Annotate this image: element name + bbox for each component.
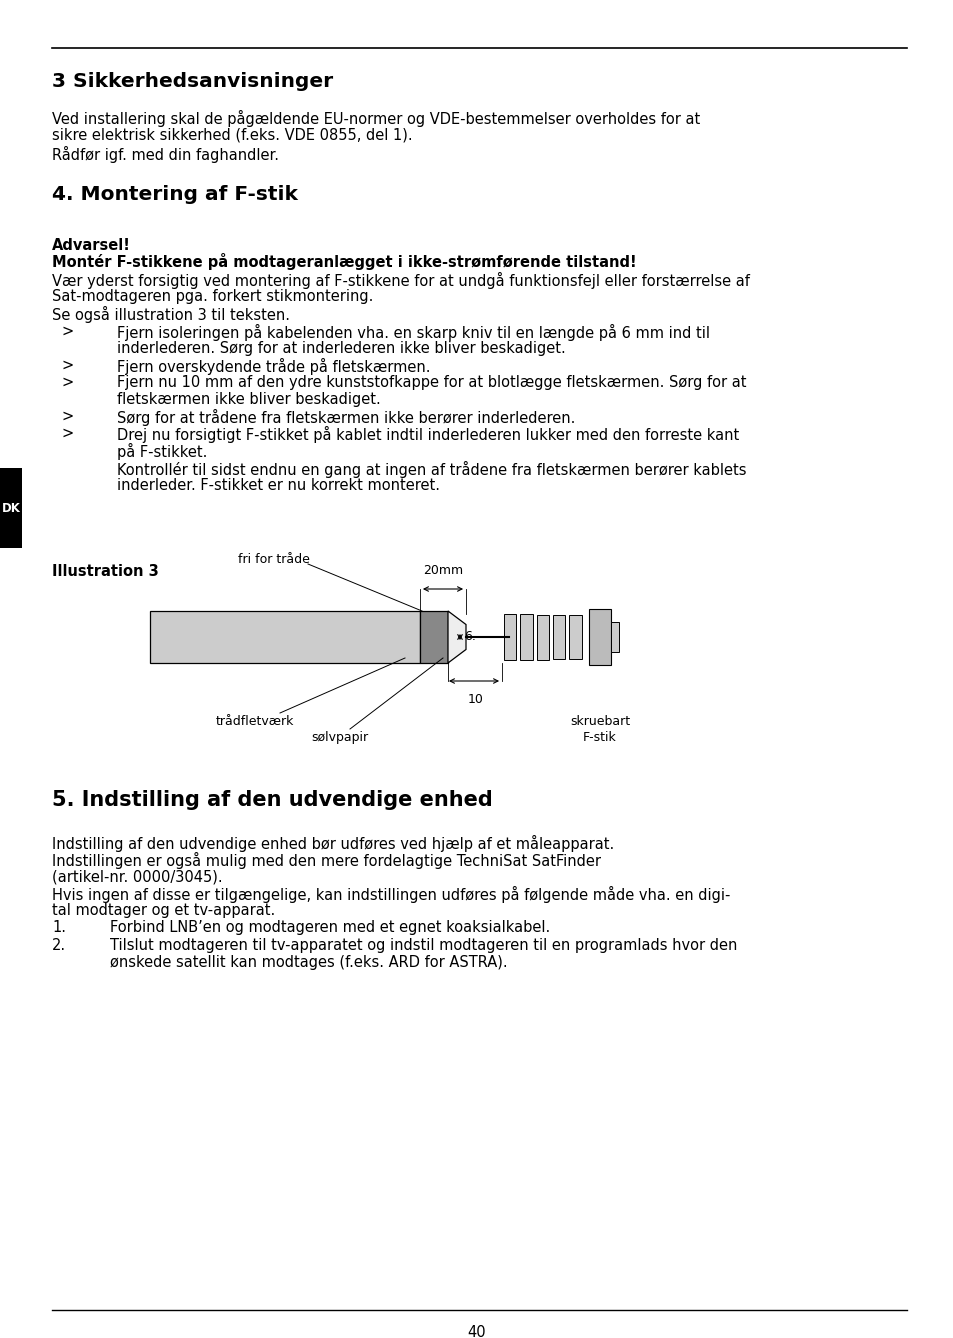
Text: på F-stikket.: på F-stikket. (117, 443, 207, 460)
Text: 2.: 2. (52, 938, 66, 953)
Text: 5. Indstilling af den udvendige enhed: 5. Indstilling af den udvendige enhed (52, 789, 493, 809)
Bar (519, 614, 532, 660)
Text: Advarsel!: Advarsel! (52, 238, 131, 253)
Text: 3 Sikkerhedsanvisninger: 3 Sikkerhedsanvisninger (52, 72, 333, 91)
Text: Fjern isoleringen på kabelenden vha. en skarp kniv til en længde på 6 mm ind til: Fjern isoleringen på kabelenden vha. en … (117, 324, 709, 341)
Text: inderleder. F-stikket er nu korrekt monteret.: inderleder. F-stikket er nu korrekt mont… (117, 478, 439, 492)
Text: Hvis ingen af disse er tilgængelige, kan indstillingen udføres på følgende måde : Hvis ingen af disse er tilgængelige, kan… (52, 886, 730, 903)
Text: Sørg for at trådene fra fletskærmen ikke berører inderlederen.: Sørg for at trådene fra fletskærmen ikke… (117, 409, 575, 425)
Bar (503, 614, 516, 660)
Text: 1.: 1. (52, 921, 66, 935)
Text: Kontrollér til sidst endnu en gang at ingen af trådene fra fletskærmen berører k: Kontrollér til sidst endnu en gang at in… (117, 462, 745, 478)
Bar (537, 614, 548, 660)
Text: >: > (62, 425, 74, 442)
Bar (419, 611, 448, 664)
Text: fri for tråde: fri for tråde (238, 553, 310, 566)
Text: 10: 10 (468, 693, 483, 706)
Text: 40: 40 (467, 1325, 486, 1338)
Text: Fjern nu 10 mm af den ydre kunststofkappe for at blotlægge fletskærmen. Sørg for: Fjern nu 10 mm af den ydre kunststofkapp… (117, 375, 745, 389)
Polygon shape (448, 611, 465, 664)
Text: inderlederen. Sørg for at inderlederen ikke bliver beskadiget.: inderlederen. Sørg for at inderlederen i… (117, 341, 565, 356)
Text: >: > (62, 359, 74, 373)
Text: tal modtager og et tv-apparat.: tal modtager og et tv-apparat. (52, 903, 275, 918)
Text: DK: DK (2, 502, 20, 515)
Text: Fjern overskydende tråde på fletskærmen.: Fjern overskydende tråde på fletskærmen. (117, 359, 430, 375)
Text: sikre elektrisk sikkerhed (f.eks. VDE 0855, del 1).: sikre elektrisk sikkerhed (f.eks. VDE 08… (52, 128, 413, 143)
Text: 20mm: 20mm (422, 565, 462, 577)
Bar (569, 615, 581, 660)
Text: Indstillingen er også mulig med den mere fordelagtige TechniSat SatFinder: Indstillingen er også mulig med den mere… (52, 852, 600, 868)
Text: Drej nu forsigtigt F-stikket på kablet indtil inderlederen lukker med den forres: Drej nu forsigtigt F-stikket på kablet i… (117, 425, 739, 443)
Text: sølvpapir: sølvpapir (311, 731, 368, 744)
Text: Montér F-stikkene på modtageranlægget i ikke-strømførende tilstand!: Montér F-stikkene på modtageranlægget i … (52, 253, 636, 270)
Text: Vær yderst forsigtig ved montering af F-stikkene for at undgå funktionsfejl elle: Vær yderst forsigtig ved montering af F-… (52, 272, 749, 289)
Text: ønskede satellit kan modtages (f.eks. ARD for ASTRA).: ønskede satellit kan modtages (f.eks. AR… (110, 955, 507, 970)
Bar (0, 468, 22, 549)
Bar (588, 609, 611, 665)
Text: Indstilling af den udvendige enhed bør udføres ved hjælp af et måleapparat.: Indstilling af den udvendige enhed bør u… (52, 835, 614, 852)
Text: >: > (62, 324, 74, 339)
Text: Forbind LNB’en og modtageren med et egnet koaksialkabel.: Forbind LNB’en og modtageren med et egne… (110, 921, 550, 935)
Text: >: > (62, 409, 74, 424)
Text: (artikel-nr. 0000/3045).: (artikel-nr. 0000/3045). (52, 868, 222, 884)
Text: Se også illustration 3 til teksten.: Se også illustration 3 til teksten. (52, 306, 290, 322)
Text: 6.: 6. (463, 630, 476, 644)
Text: Illustration 3: Illustration 3 (52, 565, 158, 579)
Text: >: > (62, 375, 74, 389)
Text: Sat-modtageren pga. forkert stikmontering.: Sat-modtageren pga. forkert stikmonterin… (52, 289, 373, 304)
Bar (150, 611, 419, 664)
Text: trådfletværk: trådfletværk (215, 714, 294, 728)
Bar (553, 614, 565, 660)
Text: 4. Montering af F-stik: 4. Montering af F-stik (52, 185, 297, 203)
Text: Tilslut modtageren til tv-apparatet og indstil modtageren til en programlads hvo: Tilslut modtageren til tv-apparatet og i… (110, 938, 737, 953)
Text: fletskærmen ikke bliver beskadiget.: fletskærmen ikke bliver beskadiget. (117, 392, 380, 407)
Bar (611, 622, 618, 652)
Text: skruebart
F-stik: skruebart F-stik (570, 714, 630, 744)
Text: Rådfør igf. med din faghandler.: Rådfør igf. med din faghandler. (52, 146, 278, 163)
Text: Ved installering skal de pågældende EU-normer og VDE-bestemmelser overholdes for: Ved installering skal de pågældende EU-n… (52, 110, 700, 127)
